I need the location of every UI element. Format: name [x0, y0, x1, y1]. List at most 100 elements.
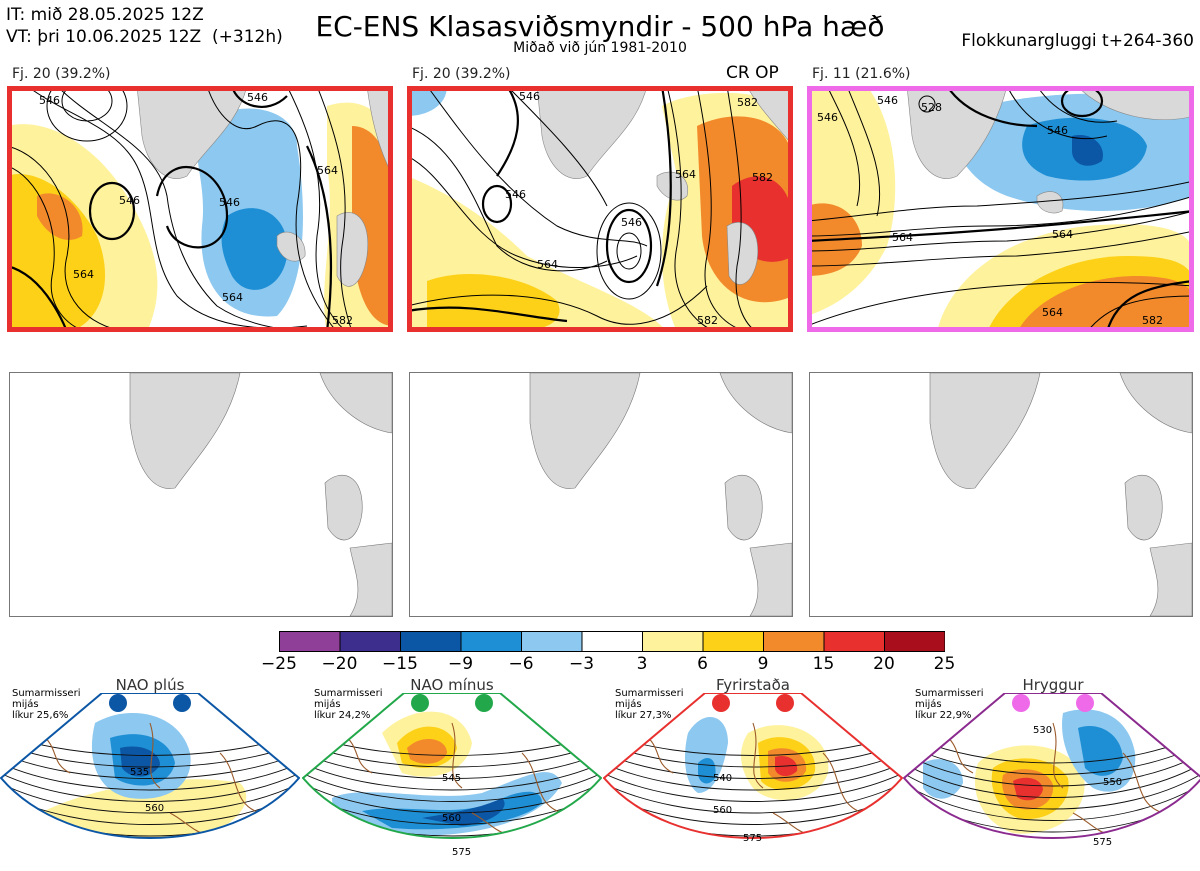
- colorbar-tick-label: 6: [697, 654, 708, 674]
- colorbar-bin: [823, 631, 885, 652]
- colorbar: [279, 631, 945, 652]
- regime-contour: [904, 742, 1200, 775]
- regime-contour: [1, 742, 299, 768]
- regime-note: Sumarmisseri mijás líkur 24,2%: [314, 688, 383, 721]
- cluster-2-label: Fj. 20 (39.2%): [412, 66, 511, 82]
- regime-contour: [303, 782, 601, 814]
- contour-label: 546: [219, 196, 240, 209]
- contour-label: 546: [1047, 124, 1068, 137]
- colorbar-tick-label: −20: [321, 654, 358, 674]
- regime-contour: [303, 752, 601, 779]
- colorbar-bin: [521, 631, 583, 652]
- anomaly-positive-east-core: [352, 126, 393, 326]
- regime-map: 540 560 575: [603, 693, 903, 844]
- regime-title: Fyrirstaða: [716, 676, 790, 694]
- regime-anomaly: [923, 759, 963, 799]
- contour-label: 564: [1042, 306, 1063, 319]
- regime-border: [0, 693, 300, 839]
- colorbar-tick-label: 3: [636, 654, 648, 674]
- regime-contour-label: 540: [713, 773, 732, 784]
- regime-border: [603, 693, 903, 839]
- regime-contour: [904, 762, 1200, 798]
- regime-title: NAO mínus: [410, 676, 494, 694]
- regime-border: [302, 693, 602, 839]
- regime-contour: [604, 772, 902, 802]
- regime-marker-dot: [475, 694, 493, 712]
- regime-marker-dot: [1012, 694, 1030, 712]
- regime-contour: [303, 762, 601, 791]
- colorbar-tick-label: 20: [873, 654, 895, 674]
- iceland-land: [276, 231, 306, 262]
- regime-contour: [303, 772, 601, 802]
- contour-label: 582: [332, 314, 353, 327]
- cluster-3-label: Fj. 11 (21.6%): [812, 66, 911, 82]
- regime-map: 535 560: [0, 693, 300, 839]
- cluster-1-map: 546 546 546 546 564 564 564 582: [7, 86, 393, 332]
- contour-label: 564: [1052, 228, 1073, 241]
- contour-label: 564: [317, 164, 338, 177]
- contour-label: 582: [1142, 314, 1163, 327]
- regime-map: 530 550 575: [903, 693, 1200, 868]
- colorbar-bin: [581, 631, 643, 652]
- contour-label: 564: [675, 168, 696, 181]
- contour-label: 546: [505, 188, 526, 201]
- contour-label: 564: [222, 291, 243, 304]
- regime-anomaly: [422, 798, 505, 826]
- colorbar-tick-label: 25: [933, 654, 956, 674]
- regime-contour: [1, 782, 299, 814]
- anomaly-positive-strong: [7, 174, 106, 332]
- regime-contour-label: 550: [1103, 777, 1122, 788]
- british-isles-land: [336, 212, 369, 287]
- colorbar-bin: [339, 631, 401, 652]
- contour-label: 546: [519, 90, 540, 103]
- coastline: [942, 722, 1164, 837]
- colorbar-tick-label: −6: [508, 654, 534, 674]
- regime-marker-dot: [411, 694, 429, 712]
- valid-time: VT: þri 10.06.2025 12Z (+312h): [6, 27, 283, 47]
- regime-anomaly: [120, 746, 160, 777]
- regime-contour: [904, 782, 1200, 821]
- colorbar-bin: [279, 631, 341, 652]
- contour-label: 528: [921, 101, 942, 114]
- colorbar-bin: [460, 631, 522, 652]
- regime-contour-label: 535: [130, 767, 149, 778]
- page-title: EC-ENS Klasasviðsmyndir - 500 hPa hæð: [315, 10, 885, 43]
- regime-contour-label: 530: [1033, 725, 1052, 736]
- anomaly-negative-core: [221, 208, 288, 290]
- issue-time: IT: mið 28.05.2025 12Z: [6, 5, 204, 25]
- regime-title: NAO plús: [115, 676, 185, 694]
- coastline: [39, 722, 261, 837]
- regime-contour-label: 575: [1093, 837, 1112, 848]
- regime-contour: [1, 772, 299, 802]
- regime-title: Hryggur: [1022, 676, 1084, 694]
- regime-marker-dot: [173, 694, 191, 712]
- colorbar-tick-label: −25: [261, 654, 297, 674]
- regime-contour: [904, 772, 1200, 810]
- anomaly-positive-core: [37, 193, 83, 240]
- contour-label: 582: [737, 96, 758, 109]
- regime-contour: [1, 762, 299, 791]
- colorbar-tick-label: −3: [568, 654, 595, 674]
- colorbar-tick-label: 15: [812, 654, 835, 674]
- regime-contour-label: 575: [743, 833, 762, 844]
- colorbar-tick-label: −9: [447, 654, 474, 674]
- regime-anomaly: [685, 716, 728, 793]
- colorbar-bin: [642, 631, 704, 652]
- colorbar-tick-label: −15: [382, 654, 418, 674]
- contour-label: 564: [73, 268, 94, 281]
- contour-label: 564: [537, 258, 558, 271]
- regime-anomaly: [1013, 841, 1041, 853]
- regime-contour: [904, 752, 1200, 787]
- regime-marker-dot: [776, 694, 794, 712]
- contour-label: 582: [697, 314, 718, 327]
- empty-map-1: [9, 372, 393, 617]
- regime-contour: [903, 843, 1200, 868]
- regime-marker-dot: [1076, 694, 1094, 712]
- regime-anomaly: [1078, 726, 1123, 776]
- regime-contour-label: 560: [713, 805, 732, 816]
- regime-marker-dot: [712, 694, 730, 712]
- regime-contour: [1, 752, 299, 779]
- regime-anomaly: [407, 738, 447, 764]
- regime-note: Sumarmisseri mijás líkur 27,3%: [615, 688, 684, 721]
- regime-contour-label: 575: [452, 847, 471, 858]
